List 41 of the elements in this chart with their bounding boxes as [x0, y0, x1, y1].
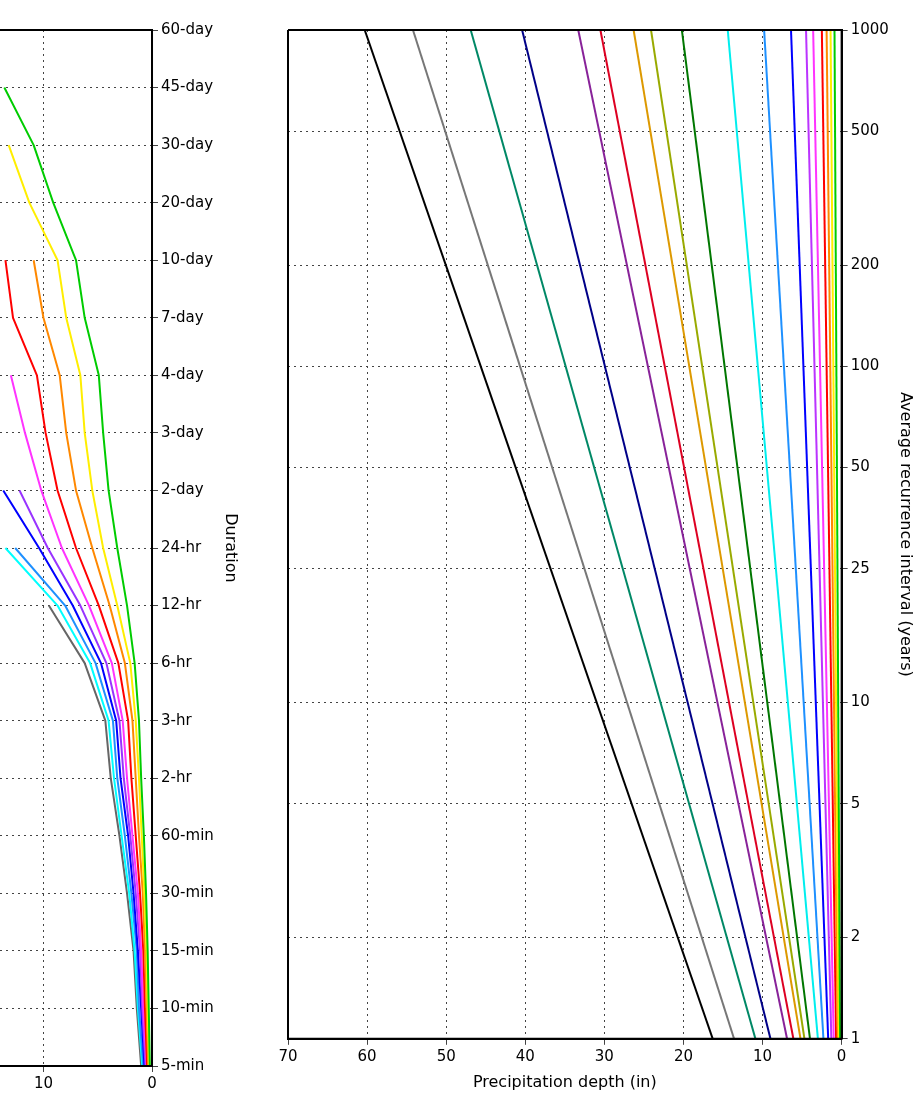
y-tick-label: 1 — [850, 1028, 861, 1047]
y-tick-label: 4-day — [161, 365, 204, 384]
y-tick-label: 3-day — [161, 422, 204, 441]
x-tick-label: 60 — [357, 1046, 377, 1065]
y-tick-label: 24-hr — [161, 537, 203, 556]
y-tick-label: 20-day — [161, 192, 214, 211]
x-tick-label: 0 — [836, 1046, 847, 1065]
y-tick-label: 15-min — [161, 940, 214, 959]
y-tick-label: 25 — [850, 558, 870, 577]
y-tick-label: 3-hr — [161, 710, 193, 729]
y-tick-label: 60-min — [161, 825, 214, 844]
x-tick-label: 10 — [752, 1046, 773, 1065]
y-tick-label: 30-day — [161, 135, 214, 153]
y-tick-label: 45-day — [161, 77, 214, 96]
y-tick-label: 2-day — [161, 480, 204, 499]
x-tick-label: 20 — [673, 1046, 693, 1065]
x-tick-label: 30 — [594, 1046, 614, 1065]
y-tick-label: 10-min — [161, 998, 214, 1017]
y-tick-label: 5-min — [161, 1055, 205, 1074]
x-tick-label: 40 — [515, 1046, 535, 1065]
y-axis-title: Average recurrence interval (years) — [897, 392, 917, 677]
y-tick-label: 10-day — [161, 250, 214, 269]
y-tick-label: 60-day — [161, 19, 214, 38]
y-tick-label: 500 — [850, 121, 880, 140]
x-tick-label: 70 — [278, 1046, 298, 1065]
y-tick-label: 2 — [850, 927, 861, 946]
x-tick-label: 50 — [436, 1046, 456, 1065]
y-tick-label: 50 — [850, 457, 870, 476]
x-tick-label: 0 — [147, 1073, 157, 1092]
y-tick-label: 200 — [850, 254, 880, 273]
y-tick-label: 100 — [850, 356, 880, 375]
y-tick-label: 30-min — [161, 883, 214, 902]
y-tick-label: 12-hr — [161, 595, 203, 614]
y-tick-label: 6-hr — [161, 653, 193, 671]
y-tick-label: 1000 — [850, 19, 889, 38]
y-tick-label: 10 — [850, 692, 870, 711]
x-axis-title: Precipitation depth (in) — [472, 1071, 657, 1091]
y-axis-title: Duration — [222, 513, 242, 583]
y-tick-label: 5 — [850, 793, 861, 812]
y-tick-label: 7-day — [161, 307, 204, 326]
y-tick-label: 2-hr — [161, 768, 193, 787]
